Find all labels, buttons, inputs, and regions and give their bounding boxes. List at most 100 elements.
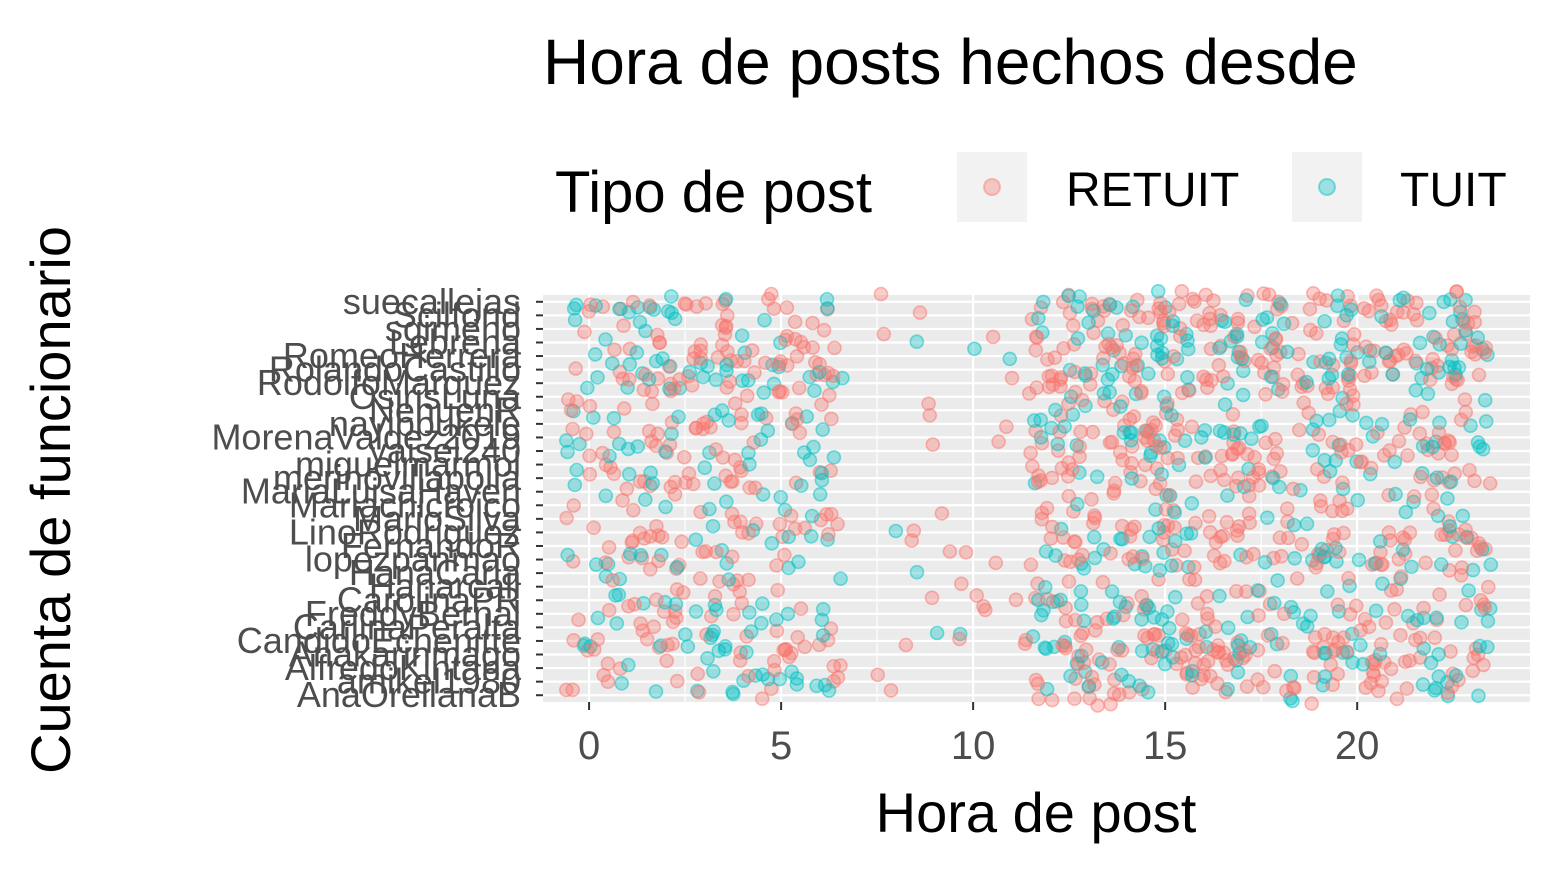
data-point-tuit bbox=[1404, 559, 1419, 575]
data-point-retuit bbox=[736, 353, 752, 369]
data-point-retuit bbox=[606, 424, 622, 440]
data-point-retuit bbox=[1354, 454, 1370, 470]
data-point-retuit bbox=[1449, 284, 1464, 300]
data-point-tuit bbox=[629, 345, 645, 360]
data-point-tuit bbox=[1478, 414, 1494, 429]
data-point-tuit bbox=[735, 373, 750, 389]
data-point-retuit bbox=[1018, 632, 1034, 648]
data-point-retuit bbox=[625, 502, 641, 518]
data-point-retuit bbox=[1289, 571, 1305, 586]
data-point-tuit bbox=[590, 370, 605, 385]
data-point-tuit bbox=[1105, 366, 1120, 382]
data-point-retuit bbox=[1039, 500, 1055, 516]
data-point-retuit bbox=[1422, 372, 1438, 388]
data-point-retuit bbox=[1378, 615, 1394, 630]
data-point-retuit bbox=[1473, 593, 1489, 608]
data-point-tuit bbox=[1026, 413, 1042, 428]
data-point-retuit bbox=[823, 411, 839, 427]
data-point-tuit bbox=[1388, 486, 1403, 502]
data-point-retuit bbox=[1072, 439, 1087, 455]
data-point-retuit bbox=[797, 639, 813, 655]
data-point-retuit bbox=[1458, 404, 1474, 420]
y-axis-title: Cuenta de funcionario bbox=[19, 226, 82, 774]
data-point-tuit bbox=[1321, 412, 1337, 428]
data-point-retuit bbox=[719, 344, 735, 359]
data-point-tuit bbox=[1429, 610, 1444, 626]
data-point-tuit bbox=[764, 535, 780, 551]
data-point-tuit bbox=[750, 407, 766, 423]
x-tick-label-5: 5 bbox=[770, 724, 792, 768]
data-point-retuit bbox=[1199, 606, 1215, 622]
data-point-retuit bbox=[1150, 643, 1165, 659]
data-point-tuit bbox=[609, 616, 625, 631]
data-point-retuit bbox=[568, 361, 584, 376]
y-tick-label: RodolfoMarquez bbox=[257, 362, 521, 403]
data-point-tuit bbox=[1317, 313, 1332, 329]
data-point-retuit bbox=[1454, 560, 1470, 575]
data-point-retuit bbox=[1053, 370, 1069, 385]
data-point-retuit bbox=[1023, 557, 1039, 573]
data-point-retuit bbox=[1075, 625, 1091, 641]
data-point-retuit bbox=[904, 533, 920, 548]
data-point-tuit bbox=[1057, 419, 1072, 434]
data-point-tuit bbox=[717, 638, 733, 654]
data-point-retuit bbox=[1199, 589, 1215, 604]
data-point-tuit bbox=[1432, 415, 1447, 431]
data-point-tuit bbox=[1134, 612, 1149, 627]
data-point-retuit bbox=[724, 549, 740, 565]
data-point-tuit bbox=[1385, 367, 1400, 382]
data-point-retuit bbox=[1134, 588, 1149, 604]
data-point-retuit bbox=[1393, 627, 1408, 643]
data-point-retuit bbox=[645, 396, 660, 412]
data-point-retuit bbox=[1206, 293, 1221, 308]
data-point-retuit bbox=[732, 584, 748, 600]
data-point-retuit bbox=[1124, 455, 1139, 471]
data-point-tuit bbox=[1180, 333, 1195, 349]
data-point-retuit bbox=[1250, 672, 1265, 687]
data-point-retuit bbox=[1090, 698, 1105, 713]
data-point-tuit bbox=[1230, 664, 1246, 680]
data-point-tuit bbox=[1286, 517, 1302, 533]
data-point-retuit bbox=[1115, 317, 1131, 333]
data-point-tuit bbox=[1167, 505, 1183, 520]
data-point-tuit bbox=[1220, 376, 1235, 391]
y-tick-label: AlfredoKintana bbox=[285, 647, 522, 688]
data-point-retuit bbox=[727, 452, 743, 468]
data-point-retuit bbox=[1056, 530, 1071, 545]
data-point-retuit bbox=[1332, 493, 1347, 509]
data-point-retuit bbox=[1008, 592, 1024, 608]
data-point-retuit bbox=[1135, 551, 1150, 567]
data-point-retuit bbox=[1342, 606, 1358, 622]
data-point-tuit bbox=[1036, 294, 1051, 310]
data-point-retuit bbox=[1287, 680, 1302, 696]
data-point-retuit bbox=[1326, 527, 1342, 542]
data-point-retuit bbox=[1336, 630, 1351, 646]
data-point-retuit bbox=[1201, 508, 1217, 524]
y-tick-label: MorenaValdez2019 bbox=[211, 416, 521, 457]
data-point-tuit bbox=[1074, 597, 1089, 613]
y-tick-label: merinovillapolla bbox=[273, 457, 522, 498]
y-tick-label: AnaOrellanaB bbox=[297, 674, 521, 715]
data-point-retuit bbox=[770, 582, 786, 598]
data-point-tuit bbox=[688, 532, 704, 548]
data-point-retuit bbox=[1177, 543, 1192, 559]
data-point-tuit bbox=[1151, 521, 1166, 536]
data-point-retuit bbox=[1203, 318, 1219, 334]
data-point-retuit bbox=[1291, 346, 1306, 362]
data-point-tuit bbox=[1104, 584, 1120, 599]
data-point-tuit bbox=[760, 423, 776, 439]
data-point-retuit bbox=[1102, 435, 1118, 450]
data-point-retuit bbox=[769, 623, 785, 639]
y-tick-label: NehuenR bbox=[369, 389, 521, 430]
data-point-retuit bbox=[1128, 358, 1144, 374]
data-point-tuit bbox=[1448, 668, 1464, 683]
data-point-tuit bbox=[1194, 430, 1209, 445]
data-point-retuit bbox=[727, 396, 743, 411]
data-point-retuit bbox=[1153, 440, 1168, 456]
data-point-tuit bbox=[1483, 557, 1499, 573]
data-point-tuit bbox=[1260, 510, 1275, 526]
data-point-retuit bbox=[641, 423, 657, 439]
data-point-retuit bbox=[1066, 504, 1081, 519]
data-point-tuit bbox=[812, 486, 828, 502]
data-point-retuit bbox=[1308, 559, 1324, 575]
